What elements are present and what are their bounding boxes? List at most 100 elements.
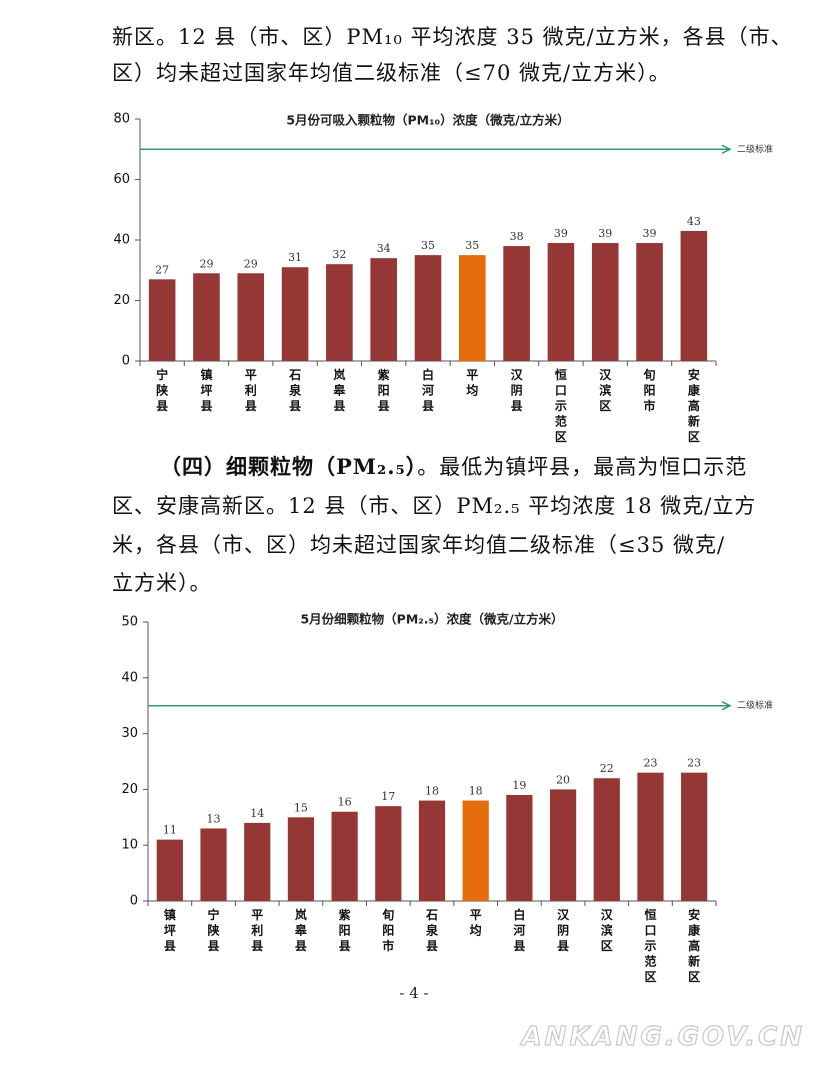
x-tick-label: 宁陕县 [156,367,168,413]
bar [681,772,708,901]
x-tick-label: 石泉县 [425,908,439,953]
value-label: 31 [288,251,302,264]
bar [281,267,309,361]
value-label: 39 [598,227,612,240]
value-label: 15 [294,801,308,814]
y-tick-label: 20 [121,782,138,797]
bar [331,811,358,901]
bar [370,258,397,361]
text-line: （四）细颗粒物（PM₂.₅）。最低为镇坪县，最高为恒口示范 [160,454,747,479]
watermark: ANKANG.GOV.CN [520,1022,805,1052]
bar [636,243,663,361]
chart-title: 5月份可吸入颗粒物（PM₁₀）浓度（微克/立方米） [286,113,569,128]
y-tick-label: 80 [113,112,130,127]
x-tick-label: 平利县 [251,908,263,953]
value-label: 38 [510,230,524,243]
bar [237,273,265,361]
bar [459,255,486,361]
y-tick-label: 50 [121,615,138,630]
x-tick-label: 安康高新区 [688,367,701,444]
value-label: 35 [421,239,435,252]
x-tick-label: 安康高新区 [688,907,701,984]
value-label: 17 [381,790,395,803]
x-tick-label: 恒口示范区 [554,367,567,444]
x-tick-label: 汉阴县 [557,907,570,953]
x-tick-label: 紫阳县 [339,907,351,953]
x-tick-label: 旬阳市 [381,907,394,953]
x-tick-label: 平利县 [245,368,257,413]
bar [287,817,315,901]
text-line: 区、安康高新区。12 县（市、区）PM₂.₅ 平均浓度 18 微克/立方 [112,494,756,518]
reference-label: 二级标准 [737,143,773,155]
value-label: 35 [465,239,479,252]
value-label: 11 [163,824,177,837]
bar [637,772,664,901]
bar [418,800,446,901]
bar [549,789,577,901]
y-tick-label: 40 [113,233,130,248]
x-tick-label: 汉滨区 [601,907,614,953]
bar [156,839,183,901]
x-tick-label: 宁陕县 [208,907,220,953]
bar [593,778,620,901]
x-tick-label: 恒口示范区 [643,907,656,984]
text-line: 区）均未超过国家年均值二级标准（≤70 微克/立方米）。 [112,61,671,85]
value-label: 20 [556,773,570,786]
value-label: 29 [199,257,213,270]
bar [503,246,530,361]
y-tick-label: 60 [113,172,130,187]
x-tick-label: 岚皋县 [295,907,308,953]
y-tick-label: 20 [113,293,130,308]
text-line: 米，各县（市、区）均未超过国家年均值二级标准（≤35 微克/ [112,533,725,557]
bar [193,273,220,361]
x-tick-label: 白河县 [421,367,434,413]
value-label: 19 [512,779,526,792]
x-tick-label: 旬阳市 [643,367,656,413]
y-tick-label: 0 [122,354,130,369]
y-tick-label: 30 [121,726,138,741]
value-label: 18 [425,785,439,798]
bar [591,243,619,361]
value-label: 14 [250,807,264,820]
x-tick-label: 岚皋县 [333,367,346,413]
bar [414,255,442,361]
value-label: 27 [155,263,169,276]
bar [375,806,402,901]
page-number: - 4 - [399,984,428,1002]
reference-arrow [721,701,732,711]
value-label: 18 [469,785,483,798]
text-line: 立方米）。 [112,571,212,595]
x-tick-label: 汉阴县 [511,367,524,413]
x-tick-label: 镇坪县 [200,367,212,413]
text-run: 。最低为镇坪县，最高为恒口示范 [417,455,747,479]
y-tick-label: 0 [130,894,138,909]
value-label: 34 [377,242,391,255]
x-tick-label: 紫阳县 [378,367,390,413]
value-label: 23 [687,757,701,770]
x-tick-label: 平均 [466,368,478,398]
text-line: 新区。12 县（市、区）PM₁₀ 平均浓度 35 微克/立方米，各县（市、 [112,25,793,49]
value-label: 32 [332,248,346,261]
bar [148,279,176,361]
value-label: 16 [338,796,352,809]
x-tick-label: 白河县 [512,907,525,953]
y-tick-label: 40 [121,670,138,685]
value-label: 23 [643,757,657,770]
bar [547,243,575,361]
lead: （四）细颗粒物（PM₂.₅） [160,454,417,479]
reference-arrow [721,144,732,154]
bar [244,822,271,901]
chart-title: 5月份细颗粒物（PM₂.₅）浓度（微克/立方米） [300,612,563,627]
x-tick-label: 石泉县 [288,368,302,413]
value-label: 39 [554,227,568,240]
reference-label: 二级标准 [737,699,773,711]
x-tick-label: 镇坪县 [164,907,176,953]
bar [326,264,353,361]
value-label: 22 [600,762,614,775]
bar [462,800,489,901]
value-label: 39 [643,227,657,240]
bar [506,794,533,901]
value-label: 13 [207,812,221,825]
y-tick-label: 10 [121,838,138,853]
